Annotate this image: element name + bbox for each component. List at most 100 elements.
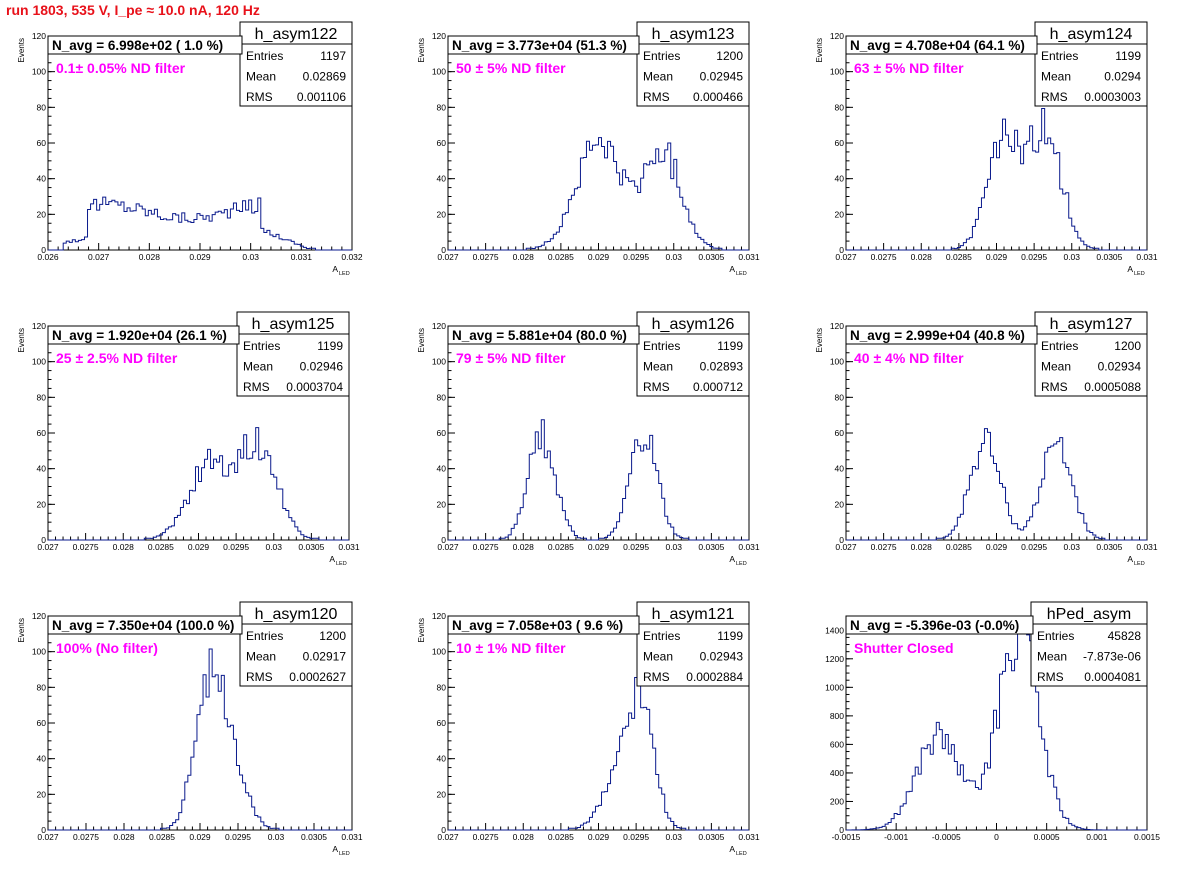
x-tick-label: 0.03 <box>1063 542 1080 552</box>
stats-value-rms: 0.000712 <box>693 380 743 394</box>
x-tick-label: 0.03 <box>265 542 282 552</box>
y-axis-label: Events <box>17 328 26 352</box>
stats-value-rms: 0.0004081 <box>1084 670 1141 684</box>
histogram-name: h_asym122 <box>255 26 338 43</box>
panel-h_asym125: 0.027 0.0275 0.028 0.0285 0.029 0.0295 0.03 0.0… <box>17 311 360 567</box>
stats-value-mean: 0.02869 <box>303 70 347 84</box>
stats-value-rms: 0.0003704 <box>286 380 343 394</box>
y-tick-label: 120 <box>32 611 46 621</box>
x-tick-label: 0.03 <box>665 832 682 842</box>
histogram-line <box>846 107 1147 251</box>
histogram-line <box>846 615 1147 831</box>
y-tick-label: 100 <box>432 67 446 77</box>
histogram-line <box>448 670 749 831</box>
histogram-line <box>846 428 1147 541</box>
y-tick-label: 20 <box>835 209 845 219</box>
x-tick-label: 0.029 <box>189 252 211 262</box>
stats-value-mean: 0.0294 <box>1104 70 1141 84</box>
x-tick-label: 0.029 <box>986 542 1008 552</box>
x-tick-label: 0.0285 <box>548 542 574 552</box>
y-tick-label: 0 <box>839 535 844 545</box>
stats-value-mean: -7.873e-06 <box>1083 650 1141 664</box>
filter-label: 100% (No filter) <box>56 640 158 656</box>
y-tick-label: 80 <box>37 682 47 692</box>
y-tick-label: 40 <box>437 174 447 184</box>
x-tick-label: 0.0295 <box>223 542 249 552</box>
stats-box <box>239 601 353 687</box>
y-tick-label: 120 <box>32 31 46 41</box>
stats-key-mean: Mean <box>246 70 276 84</box>
x-tick-label: 0.029 <box>588 252 610 262</box>
y-tick-label: 20 <box>437 209 447 219</box>
y-tick-label: 100 <box>432 647 446 657</box>
panel-h_asym126: 0.027 0.0275 0.028 0.0285 0.029 0.0295 0.03 0.0… <box>417 311 760 567</box>
navg-label: N_avg = 4.708e+04 (64.1 %) <box>850 38 1025 53</box>
filter-label: 10 ± 1% ND filter <box>456 640 566 656</box>
stats-value-entries: 1199 <box>717 339 743 353</box>
stats-key-rms: RMS <box>643 670 670 684</box>
x-tick-label: 0.0295 <box>225 832 251 842</box>
y-tick-label: 100 <box>32 67 46 77</box>
x-tick-label: 0.029 <box>986 252 1008 262</box>
x-tick-label: 0.031 <box>341 832 363 842</box>
x-axis-label-sub: LED <box>1134 561 1145 567</box>
y-tick-label: 40 <box>37 174 47 184</box>
y-tick-label: 20 <box>37 499 47 509</box>
y-tick-label: 0 <box>441 245 446 255</box>
navg-label: N_avg = 2.999e+04 (40.8 %) <box>850 328 1025 343</box>
y-tick-label: 60 <box>437 718 447 728</box>
stats-box <box>1034 21 1148 107</box>
x-tick-label: 0.0275 <box>473 252 499 262</box>
x-axis-label: A <box>729 844 735 854</box>
stats-key-rms: RMS <box>643 380 670 394</box>
y-tick-label: 800 <box>830 711 844 721</box>
x-tick-label: 0.03 <box>665 252 682 262</box>
histogram-name: h_asym120 <box>255 606 338 623</box>
stats-value-entries: 1200 <box>319 629 346 643</box>
stats-value-mean: 0.02934 <box>1098 360 1142 374</box>
stats-value-rms: 0.001106 <box>297 90 346 104</box>
stats-value-mean: 0.02943 <box>700 650 744 664</box>
x-tick-label: 0.027 <box>835 252 857 262</box>
x-tick-label: 0.0275 <box>473 542 499 552</box>
y-axis-label: Events <box>417 328 426 352</box>
x-tick-label: 0.027 <box>835 542 857 552</box>
y-tick-label: 60 <box>37 428 47 438</box>
stats-value-mean: 0.02893 <box>700 360 744 374</box>
x-tick-label: 0.001 <box>1086 832 1108 842</box>
histogram-line <box>48 427 349 541</box>
y-tick-label: 40 <box>835 174 845 184</box>
stats-key-mean: Mean <box>1041 360 1071 374</box>
y-tick-label: 40 <box>37 464 47 474</box>
x-tick-label: 0.0275 <box>871 252 897 262</box>
panel-h_asym127: 0.027 0.0275 0.028 0.0285 0.029 0.0295 0.03 0.0… <box>815 311 1158 567</box>
x-tick-label: 0.0295 <box>1021 542 1047 552</box>
y-tick-label: 40 <box>437 754 447 764</box>
stats-key-entries: Entries <box>246 49 283 63</box>
x-tick-label: -0.001 <box>884 832 908 842</box>
y-tick-label: 80 <box>37 392 47 402</box>
x-tick-label: 0.0285 <box>946 542 972 552</box>
y-axis-label: Events <box>815 328 824 352</box>
stats-key-mean: Mean <box>1037 650 1067 664</box>
stats-key-mean: Mean <box>243 360 273 374</box>
navg-box <box>47 615 243 635</box>
stats-key-entries: Entries <box>1037 629 1074 643</box>
y-tick-label: 100 <box>32 357 46 367</box>
y-tick-label: 0 <box>441 535 446 545</box>
x-tick-label: 0.0295 <box>1021 252 1047 262</box>
x-tick-label: 0.0275 <box>73 832 99 842</box>
y-tick-label: 120 <box>32 321 46 331</box>
y-axis-label: Events <box>815 38 824 62</box>
y-tick-label: 200 <box>830 796 844 806</box>
stats-key-rms: RMS <box>246 670 273 684</box>
y-tick-label: 0 <box>41 825 46 835</box>
stats-box <box>636 311 750 397</box>
navg-label: N_avg = 7.350e+04 (100.0 %) <box>52 618 234 633</box>
y-tick-label: 100 <box>432 357 446 367</box>
stats-key-mean: Mean <box>643 650 673 664</box>
x-axis-label: A <box>729 264 735 274</box>
x-tick-label: 0.031 <box>738 832 760 842</box>
stats-key-rms: RMS <box>643 90 670 104</box>
